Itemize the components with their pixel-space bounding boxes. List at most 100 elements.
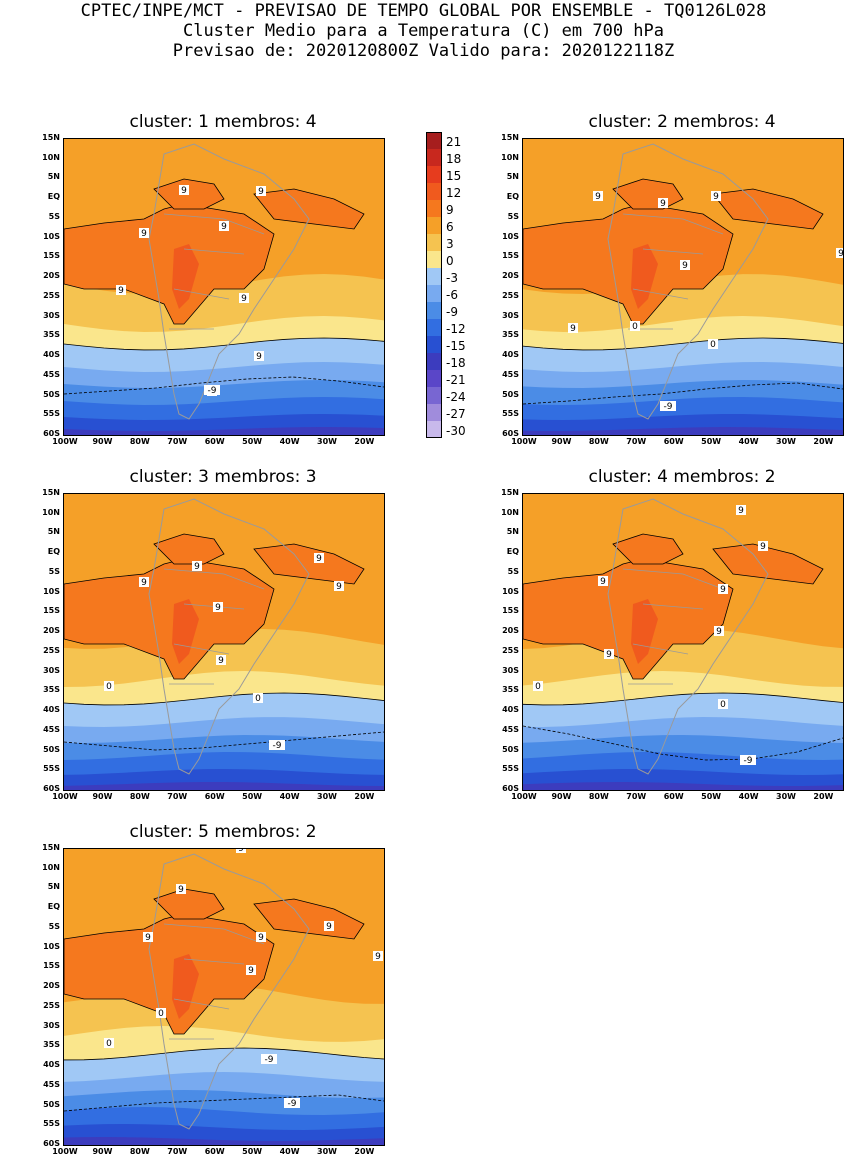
contour-label: 9	[254, 351, 264, 362]
colorbar-segment	[426, 370, 442, 388]
band-neg18	[64, 427, 384, 435]
contour-label-text: 0	[106, 682, 112, 692]
contour-label: 9	[736, 505, 746, 516]
map-panel: 9 9 9 9 9 9 9 0 0 -9 -9	[63, 848, 385, 1146]
lat-label: 25S	[43, 290, 60, 300]
lon-label: 70W	[626, 792, 647, 801]
panel-title: cluster: 3 membros: 3	[129, 467, 317, 487]
contour-label: 0	[104, 1038, 114, 1049]
lon-label: 80W	[129, 1147, 150, 1156]
header-line-2: Cluster Medio para a Temperatura (C) em …	[182, 21, 665, 41]
contour-label: 9	[216, 655, 226, 666]
band-12	[631, 244, 658, 309]
contour-label: 9	[680, 260, 690, 271]
lat-label: 10S	[43, 231, 60, 241]
lat-label: 40S	[43, 705, 60, 715]
lat-label: 60S	[502, 429, 519, 438]
contour-label-text: 9	[181, 186, 187, 196]
contour-label-text: -9	[208, 386, 217, 396]
map-panel: 9 9 9 9 9 9 0 0 -9	[63, 493, 385, 791]
lat-label: 5S	[507, 211, 519, 221]
band-neg18	[64, 1137, 384, 1145]
colorbar-tick-label: -15	[446, 339, 466, 353]
lon-label: 20W	[354, 437, 375, 446]
contour-label: 9	[714, 626, 724, 637]
lon-label: 80W	[129, 792, 150, 801]
lat-label: 10S	[43, 941, 60, 951]
country-border	[642, 603, 704, 610]
lat-label: 10N	[42, 507, 60, 517]
lat-label: 5S	[48, 566, 60, 576]
contour-label: 0	[708, 339, 718, 350]
lon-label: 50W	[242, 437, 263, 446]
contour-neg9	[64, 731, 384, 751]
colorbar-tick-label: -21	[446, 373, 466, 387]
band-9-north	[612, 533, 684, 565]
contour-label: 9	[711, 191, 721, 202]
lat-label: 5N	[47, 527, 60, 537]
band-9-east	[253, 188, 365, 230]
contour-label-text: 9	[256, 352, 262, 362]
contour-label-text: 9	[238, 849, 244, 854]
country-border	[622, 568, 724, 590]
colorbar-tick-label: 18	[446, 152, 462, 166]
lat-label: 50S	[502, 744, 519, 754]
contour-label: 0	[533, 681, 543, 692]
band-neg18	[523, 782, 843, 790]
colorbar-segment	[426, 302, 442, 320]
lon-label: 40W	[738, 437, 759, 446]
contour-label: 9	[314, 553, 324, 564]
contour-label: 9	[236, 849, 246, 854]
colorbar-segment	[426, 132, 442, 150]
lon-label: 40W	[738, 792, 759, 801]
country-border	[163, 568, 265, 590]
lat-label: 15N	[501, 488, 519, 497]
contour-label: -9	[660, 401, 676, 412]
contour-0	[64, 692, 384, 706]
lon-label: 20W	[354, 1147, 375, 1156]
colorbar-segment	[426, 217, 442, 235]
lon-label: 60W	[663, 437, 684, 446]
contour-neg9	[64, 376, 384, 395]
contour-label-text: 9	[570, 324, 576, 334]
lat-label: 10S	[43, 586, 60, 596]
panel-title: cluster: 1 membros: 4	[129, 112, 317, 132]
band-12	[172, 244, 199, 309]
panel-title: cluster: 5 membros: 2	[129, 822, 317, 842]
lat-label: EQ	[506, 547, 519, 557]
band-neg18	[64, 782, 384, 790]
lat-label: 20S	[43, 626, 60, 636]
lat-label: 15N	[42, 843, 60, 852]
lon-label: 60W	[663, 792, 684, 801]
coastline	[148, 853, 310, 1130]
contour-label-text: 9	[760, 542, 766, 552]
contour-label-text: 9	[145, 933, 151, 943]
band-12	[172, 954, 199, 1019]
country-border	[163, 213, 265, 235]
lat-label: 15S	[43, 961, 60, 971]
contour-label-text: 0	[158, 1009, 164, 1019]
band-9	[523, 203, 734, 325]
band-9-north	[153, 533, 225, 565]
band-9-east	[253, 898, 365, 940]
lat-label: 40S	[43, 350, 60, 360]
contour-label-text: 9	[218, 656, 224, 666]
lat-label: 60S	[502, 784, 519, 793]
band-9	[64, 913, 275, 1035]
lat-label: 30S	[43, 1020, 60, 1030]
panel-title: cluster: 4 membros: 2	[588, 467, 776, 487]
lon-label: 80W	[588, 792, 609, 801]
lon-label: 80W	[129, 437, 150, 446]
lat-label: 10N	[42, 152, 60, 162]
lat-label: 40S	[502, 705, 519, 715]
colorbar-segment	[426, 234, 442, 252]
lat-label: 5S	[48, 921, 60, 931]
colorbar-segment	[426, 268, 442, 286]
colorbar-segment	[426, 200, 442, 218]
country-border	[632, 643, 689, 655]
colorbar-segment	[426, 404, 442, 422]
contour-label: 0	[156, 1008, 166, 1019]
contour-label-text: 9	[118, 286, 124, 296]
